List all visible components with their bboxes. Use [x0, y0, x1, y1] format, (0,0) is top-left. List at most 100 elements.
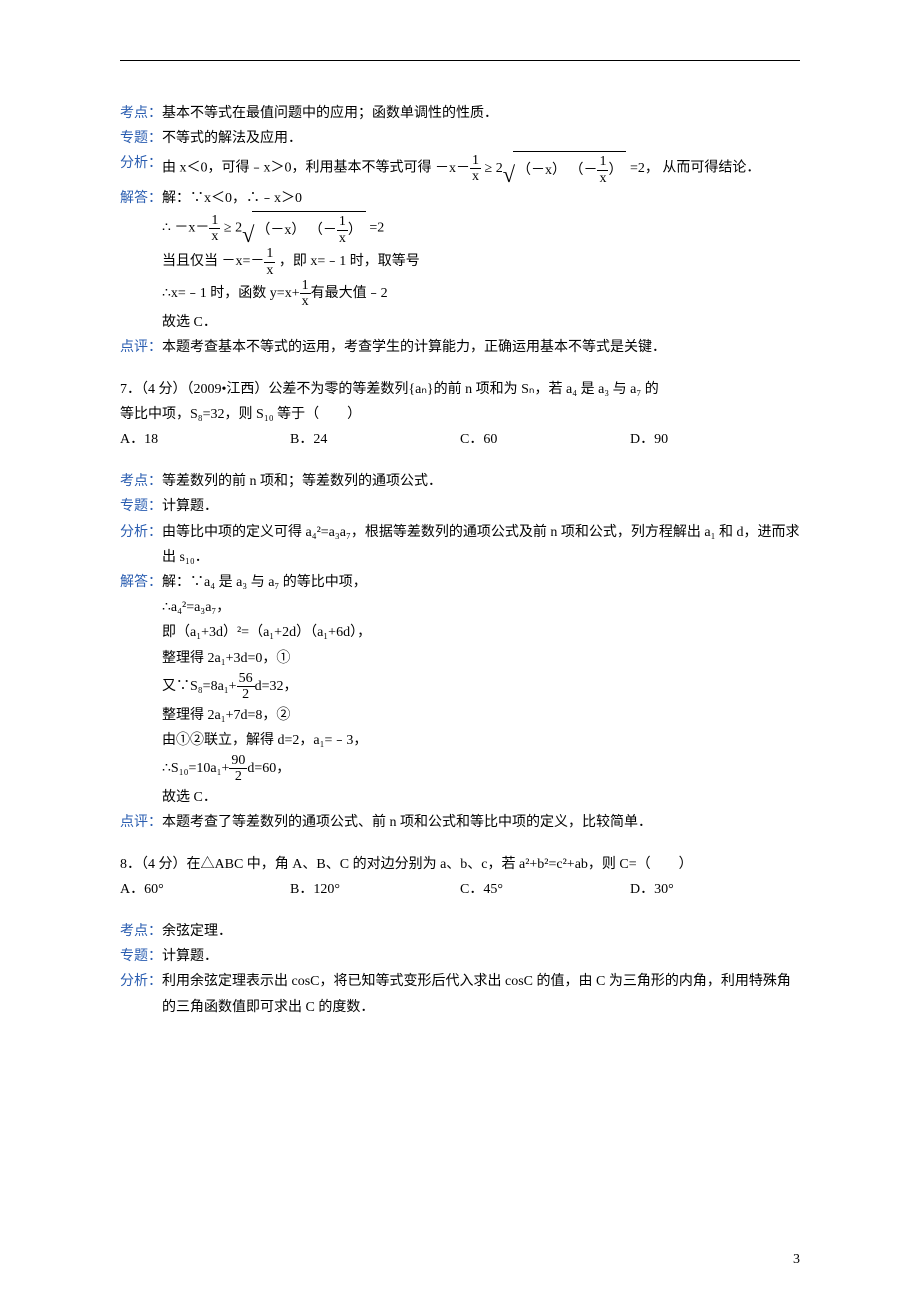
q6-dianping-text: 本题考查基本不等式的运用，考查学生的计算能力，正确运用基本不等式是关键．: [162, 335, 800, 360]
q7-jd-l6: 整理得 2a₁+7d=8，②: [162, 703, 800, 728]
radicand: （－x） （－1x）: [513, 151, 627, 186]
frac-1-x-6: 1x: [300, 278, 311, 310]
frac-num: 1: [264, 246, 275, 262]
q7-dianping: 点评： 本题考查了等差数列的通项公式、前 n 项和公式和等比中项的定义，比较简单…: [120, 810, 800, 835]
q7-opt-c: C．60: [460, 427, 630, 452]
q6-jieda: 解答： 解：∵x＜0，∴﹣x＞0 ∴ －x－1x ≥ 2√（－x） （－1x） …: [120, 186, 800, 335]
q6-jd-l1: 解：∵x＜0，∴﹣x＞0: [162, 186, 800, 211]
q7-opt-a: A．18: [120, 427, 290, 452]
l4a: ∴x=﹣1 时，函数 y=x+: [162, 286, 300, 301]
spacer: [120, 835, 800, 852]
sqrt-2: √（－x） （－1x）: [242, 211, 366, 246]
top-rule: [120, 60, 800, 61]
q6-fenxi-expr: －x－1x ≥ 2√（－x） （－1x） =2，: [435, 161, 662, 176]
page-number: 3: [793, 1247, 800, 1272]
q8-fenxi: 分析： 利用余弦定理表示出 cosC，将已知等式变形后代入求出 cosC 的值，…: [120, 969, 800, 1019]
sqrt-b-pre: （－: [309, 218, 337, 243]
sqrt: √（－x） （－1x）: [503, 151, 627, 186]
l2a: ∴: [162, 221, 171, 236]
frac-den: x: [337, 231, 348, 246]
q6-fenxi-mid2: ≥: [485, 161, 493, 176]
frac-den: x: [470, 169, 481, 184]
q6-fenxi-tail: 从而可得结论．: [662, 161, 760, 176]
q7-jd-l7: 由①②联立，解得 d=2，a₁=﹣3，: [162, 728, 800, 753]
q7-zhuanti-text: 计算题．: [162, 494, 800, 519]
q6-jd-l4: ∴x=﹣1 时，函数 y=x+1x有最大值﹣2: [162, 278, 800, 310]
frac-den: x: [597, 171, 608, 186]
q8-stem: 8．（4 分）在△ABC 中，角 A、B、C 的对边分别为 a、b、c，若 a²…: [120, 852, 800, 877]
q8-fenxi-text: 利用余弦定理表示出 cosC，将已知等式变形后代入求出 cosC 的值，由 C …: [162, 969, 800, 1019]
q6-zhuanti: 专题： 不等式的解法及应用．: [120, 126, 800, 151]
frac-num: 56: [237, 671, 255, 687]
q7-opt-d: D．90: [630, 427, 800, 452]
q7-kaodian: 考点： 等差数列的前 n 项和；等差数列的通项公式．: [120, 469, 800, 494]
l8d: ，: [276, 761, 290, 776]
sqrt-coef-2: 2: [235, 221, 242, 236]
q8-kaodian-text: 余弦定理．: [162, 919, 800, 944]
sqrt-b-pre: （－: [569, 158, 597, 183]
q7-jd-l8: ∴S₁₀=10a₁+902d=60，: [162, 753, 800, 785]
q7-stem-b: 等比中项，S₈=32，则 S₁₀ 等于（ ）: [120, 402, 800, 427]
frac-56-2: 562: [237, 671, 255, 703]
q7-fenxi: 分析： 由等比中项的定义可得 a₄²=a₃a₇，根据等差数列的通项公式及前 n …: [120, 520, 800, 570]
l2eq: =2: [369, 221, 384, 236]
fenxi-label: 分析：: [120, 151, 162, 176]
q8-opt-b: B．120°: [290, 877, 460, 902]
zhuanti-label: 专题：: [120, 494, 162, 519]
q6-kaodian: 考点： 基本不等式在最值问题中的应用；函数单调性的性质．: [120, 101, 800, 126]
q8-zhuanti: 专题： 计算题．: [120, 944, 800, 969]
q6-kaodian-text: 基本不等式在最值问题中的应用；函数单调性的性质．: [162, 101, 800, 126]
sqrt-a: （－x）: [517, 158, 566, 183]
spacer: [120, 360, 800, 377]
q7-jd-l2: ∴a₄²=a₃a₇，: [162, 595, 800, 620]
q6-jd-l2: ∴ －x－1x ≥ 2√（－x） （－1x） =2: [162, 211, 800, 246]
frac-90-2: 902: [229, 753, 247, 785]
frac-1-x-4: 1x: [337, 214, 348, 246]
fenxi-label: 分析：: [120, 969, 162, 994]
frac-num: 1: [597, 154, 608, 170]
sqrt-b-post: ）: [608, 158, 622, 183]
q7-kaodian-text: 等差数列的前 n 项和；等差数列的通项公式．: [162, 469, 800, 494]
q6-fenxi-eq: =2，: [630, 161, 659, 176]
q6-zhuanti-text: 不等式的解法及应用．: [162, 126, 800, 151]
jieda-label: 解答：: [120, 570, 162, 595]
q7-jieda: 解答： 解：∵a₄ 是 a₃ 与 a₇ 的等比中项， ∴a₄²=a₃a₇， 即（…: [120, 570, 800, 810]
q7-jd-l1: 解：∵a₄ 是 a₃ 与 a₇ 的等比中项，: [162, 570, 800, 595]
q7-jd-l3: 即（a₁+3d）²=（a₁+2d）（a₁+6d），: [162, 620, 800, 645]
l3a: 当且仅当: [162, 254, 218, 269]
l5a: 又∵: [162, 679, 190, 694]
frac-den: x: [209, 229, 220, 244]
kaodian-label: 考点：: [120, 101, 162, 126]
frac-1-x-3: 1x: [209, 213, 220, 245]
q6-fenxi-text: 由 x＜0，可得﹣x＞0，利用基本不等式可得 －x－1x ≥ 2√（－x） （－…: [162, 151, 800, 186]
q7-options: A．18 B．24 C．60 D．90: [120, 427, 800, 452]
zhuanti-label: 专题：: [120, 126, 162, 151]
q7-jieda-body: 解：∵a₄ 是 a₃ 与 a₇ 的等比中项， ∴a₄²=a₃a₇， 即（a₁+3…: [162, 570, 800, 810]
frac-1-x-5: 1x: [264, 246, 275, 278]
dianping-label: 点评：: [120, 810, 162, 835]
kaodian-label: 考点：: [120, 469, 162, 494]
q8-opt-a: A．60°: [120, 877, 290, 902]
l5d: ，: [283, 679, 297, 694]
q7-zhuanti: 专题： 计算题．: [120, 494, 800, 519]
frac-num: 1: [470, 153, 481, 169]
q8-zhuanti-text: 计算题．: [162, 944, 800, 969]
frac-den: x: [300, 294, 311, 309]
q6-jd-l5: 故选 C．: [162, 310, 800, 335]
q7-dianping-text: 本题考查了等差数列的通项公式、前 n 项和公式和等比中项的定义，比较简单．: [162, 810, 800, 835]
frac-1-x-2: 1x: [597, 154, 608, 186]
kaodian-label: 考点：: [120, 919, 162, 944]
l2c: ≥: [224, 221, 232, 236]
q7-jd-l9: 故选 C．: [162, 785, 800, 810]
l8c: d=60: [247, 761, 276, 776]
l4b: 有最大值﹣2: [311, 286, 388, 301]
spacer: [120, 902, 800, 919]
l5c: d=32: [255, 679, 284, 694]
q7-stem-a: 7．（4 分）（2009•江西）公差不为零的等差数列{aₙ}的前 n 项和为 S…: [120, 377, 800, 402]
spacer: [120, 452, 800, 469]
frac-num: 90: [229, 753, 247, 769]
fenxi-label: 分析：: [120, 520, 162, 545]
l3b: －x=－: [222, 254, 265, 269]
q6-fenxi: 分析： 由 x＜0，可得﹣x＞0，利用基本不等式可得 －x－1x ≥ 2√（－x…: [120, 151, 800, 186]
frac-num: 1: [337, 214, 348, 230]
